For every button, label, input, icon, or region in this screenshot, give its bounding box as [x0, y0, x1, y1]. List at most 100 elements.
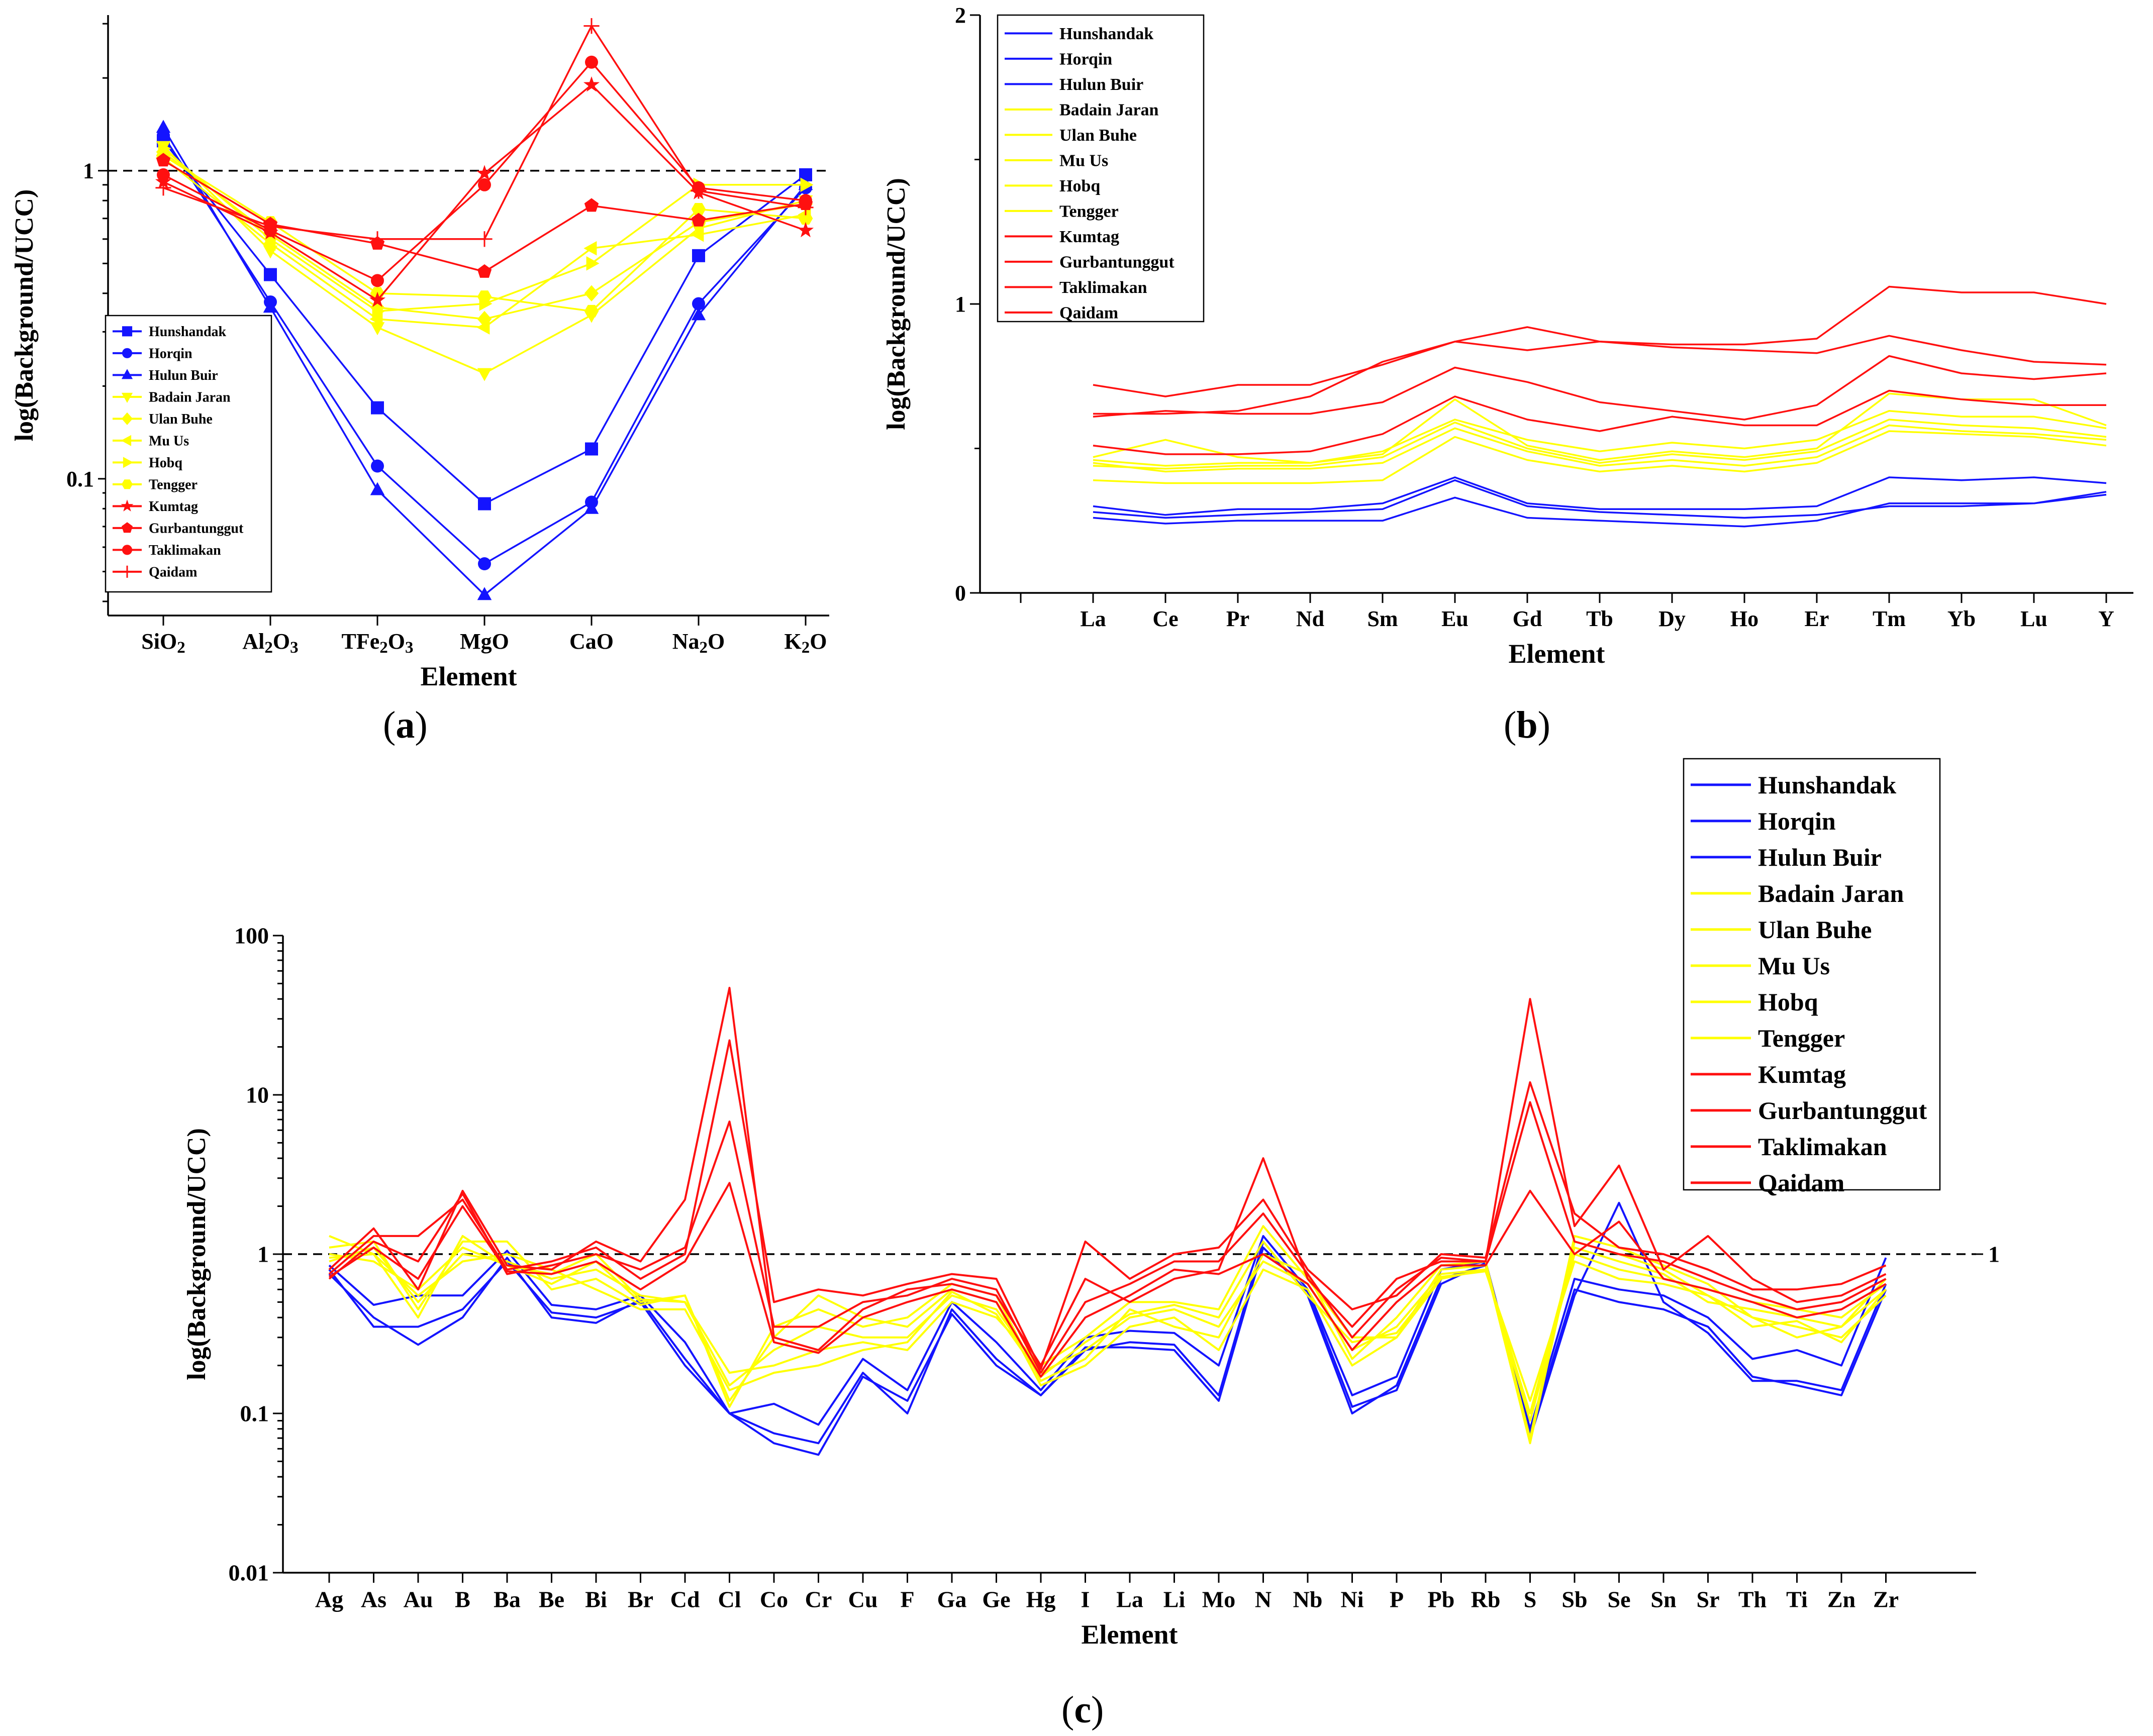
series-line — [329, 1240, 1887, 1402]
legend-label: Hobq — [149, 455, 182, 471]
legend-box — [105, 315, 272, 593]
data-point — [476, 231, 493, 247]
legend-label: Qaidam — [1059, 303, 1118, 322]
legend-label: Taklimakan — [1758, 1133, 1887, 1161]
series-tengger — [1093, 430, 2107, 484]
x-tick-label: MgO — [460, 629, 509, 654]
x-tick-label: Bi — [585, 1586, 607, 1612]
y-axis-title: log(Background/UCC) — [10, 189, 39, 442]
data-point — [369, 312, 383, 327]
x-tick-label: Gd — [1513, 606, 1542, 631]
x-tick-label: La — [1116, 1586, 1143, 1612]
series-ulan-buhe — [329, 1246, 1887, 1414]
data-point — [691, 227, 704, 242]
series-line — [328, 986, 1887, 1367]
data-point — [797, 222, 814, 238]
series-line — [328, 1101, 1887, 1374]
series-line — [329, 1225, 1887, 1422]
series-badain-jaran — [329, 1235, 1887, 1445]
x-tick-label: Cu — [848, 1586, 878, 1612]
panel-label-b: (b) — [1504, 704, 1550, 746]
x-tick-label: Pr — [1226, 606, 1249, 631]
data-point — [156, 120, 171, 133]
data-point — [585, 442, 598, 456]
series-line — [1093, 389, 2106, 455]
series-gurbantunggut — [328, 1039, 1887, 1370]
legend-marker — [122, 348, 133, 358]
legend-box — [997, 14, 1205, 323]
series-line — [163, 25, 806, 240]
data-point — [692, 249, 705, 262]
legend-marker — [122, 545, 133, 555]
series-gurbantunggut — [1093, 326, 2107, 415]
data-point — [157, 168, 170, 181]
data-point — [370, 322, 385, 336]
data-point — [800, 177, 814, 192]
legend: Hunshandak Horqin Hulun Buir Badain Jaran Ul… — [105, 315, 272, 593]
y-tick-label: 10 — [246, 1082, 269, 1108]
legend-marker — [121, 479, 133, 489]
data-point — [478, 178, 491, 191]
x-tick-label: Cd — [670, 1586, 700, 1612]
legend-label: Hobq — [1059, 177, 1100, 195]
series-line — [1093, 424, 2107, 473]
legend-label: Taklimakan — [1059, 278, 1147, 297]
legend-label: Mu Us — [149, 433, 189, 449]
y-tick-label: 1 — [955, 292, 966, 317]
legend-marker — [121, 435, 132, 446]
x-tick-label: Cl — [718, 1586, 741, 1612]
data-point — [477, 290, 492, 303]
series-line — [1093, 493, 2107, 528]
data-point — [371, 459, 384, 473]
series-hulun-buir — [156, 120, 813, 600]
legend-marker — [122, 522, 133, 533]
x-tick-label: Ce — [1152, 606, 1178, 631]
data-point — [155, 180, 171, 196]
x-tick-label: Nd — [1296, 606, 1324, 631]
x-tick-label: Na2​O — [672, 629, 725, 657]
series-line — [1093, 392, 2107, 467]
series-hobq — [1093, 392, 2107, 467]
series-line — [1093, 355, 2107, 421]
series-taklimakan — [328, 1101, 1887, 1374]
data-point — [691, 307, 706, 321]
legend-label: Hulun Buir — [149, 368, 218, 383]
legend-marker — [122, 326, 133, 337]
data-point — [798, 212, 813, 225]
legend-label: Horqin — [1758, 807, 1836, 835]
data-point — [476, 165, 493, 180]
x-tick-label: Ag — [315, 1586, 343, 1612]
data-point — [477, 368, 492, 381]
x-tick-label: N — [1255, 1586, 1271, 1612]
legend-marker — [121, 412, 133, 425]
legend-label: Qaidam — [149, 564, 197, 580]
data-point — [583, 241, 597, 256]
series-line — [329, 1235, 1887, 1440]
series-mu-us — [329, 1225, 1887, 1422]
series-qaidam — [1093, 389, 2106, 455]
chart-a: 0.1 1 SiO2​ Al2​O3​ TFe2​O3​ MgO CaO Na2​O K2​O E… — [10, 15, 829, 691]
legend-label: Badain Jaran — [1059, 100, 1159, 119]
legend-label: Ulan Buhe — [1059, 126, 1137, 145]
x-tick-label: Li — [1163, 1586, 1186, 1612]
legend-label: Badain Jaran — [149, 389, 231, 405]
legend-marker — [123, 457, 134, 468]
x-tick-label: Ga — [937, 1586, 967, 1612]
x-tick-label: B — [455, 1586, 470, 1612]
x-tick-label: F — [900, 1586, 914, 1612]
y-tick-label: 100 — [234, 923, 269, 949]
y-tick-label: 2 — [955, 3, 966, 28]
data-point — [692, 297, 705, 311]
legend-label: Hunshandak — [149, 324, 227, 340]
legend-label: Mu Us — [1059, 151, 1108, 170]
legend-label: Gurbantunggut — [149, 521, 244, 536]
x-tick-label: Ti — [1786, 1586, 1808, 1612]
x-tick-label: Ba — [494, 1586, 521, 1612]
x-tick-label: TFe2​O3​ — [342, 629, 414, 657]
series-taklimakan — [1093, 355, 2107, 421]
x-tick-label: Yb — [1947, 606, 1976, 631]
panel-label-a: (a) — [383, 704, 428, 746]
y-tick-label: 1 — [83, 159, 94, 183]
